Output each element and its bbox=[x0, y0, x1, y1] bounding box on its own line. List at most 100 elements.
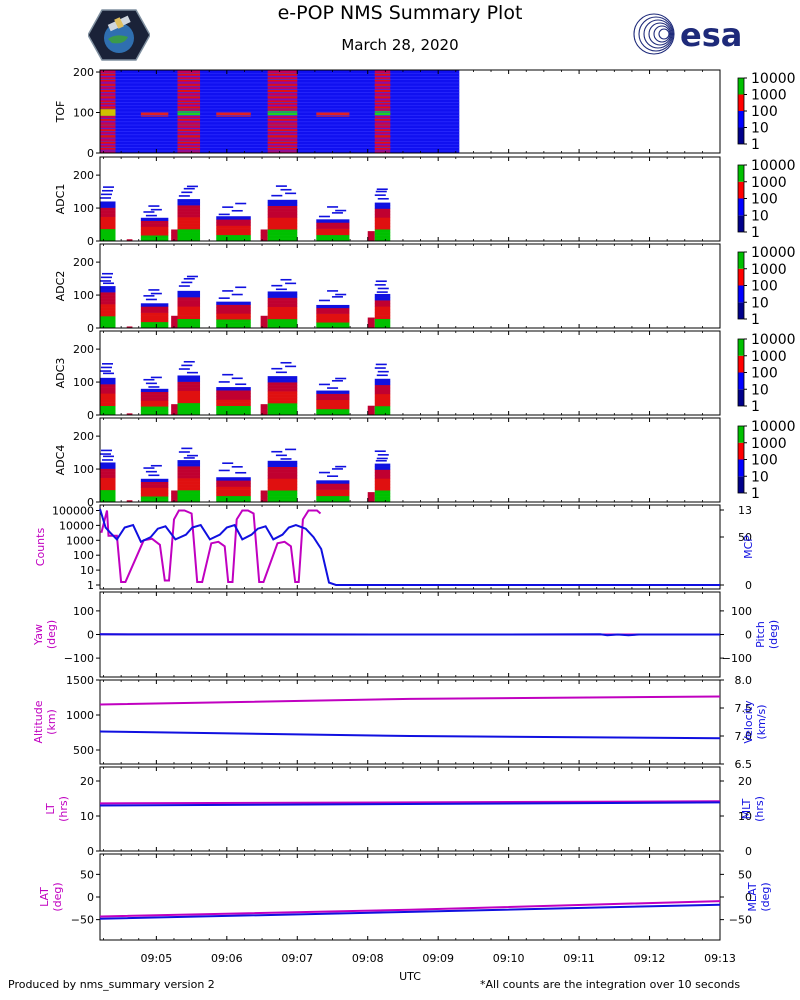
colorbar-segment bbox=[738, 165, 744, 182]
adc-burst-cell bbox=[100, 225, 116, 230]
adc-burst-cell bbox=[374, 396, 391, 401]
adc-burst-cell bbox=[177, 202, 201, 206]
counts-y-tick-label: 1 bbox=[87, 579, 94, 592]
mlat-y-tick-label: 0 bbox=[745, 891, 752, 904]
adc-burst-cell bbox=[177, 223, 201, 227]
adc-burst-cell bbox=[267, 409, 298, 413]
adc-burst-cell bbox=[316, 390, 350, 394]
adc-burst-cell bbox=[100, 465, 116, 469]
adc-count-dash bbox=[285, 282, 297, 285]
altitude-y-tick-label: 500 bbox=[73, 744, 94, 757]
adc2-panel-frame bbox=[99, 243, 721, 329]
adc-burst-cell bbox=[374, 315, 391, 320]
adc-burst-cell bbox=[177, 229, 201, 233]
adc-burst-cell bbox=[100, 462, 116, 466]
footer-integration-note: *All counts are the integration over 10 … bbox=[480, 978, 741, 991]
adc-burst-cell bbox=[316, 483, 350, 487]
adc-burst-cell bbox=[374, 475, 391, 479]
mlat-line bbox=[99, 903, 721, 920]
esa-logo: esa bbox=[633, 13, 742, 55]
adc-burst-cell bbox=[216, 495, 251, 500]
tof-burst-peak bbox=[267, 110, 298, 116]
adc-burst-cell bbox=[374, 384, 391, 389]
adc-burst-cell bbox=[374, 226, 391, 230]
adc-count-dash bbox=[377, 197, 389, 200]
adc-burst-cell bbox=[216, 408, 251, 413]
adc-burst-cell bbox=[171, 404, 178, 408]
adc-burst-cell bbox=[267, 226, 298, 230]
tof-burst-band bbox=[374, 118, 391, 121]
adc-burst-cell bbox=[260, 238, 268, 242]
adc-burst-cell bbox=[171, 496, 178, 500]
adc-burst-cell bbox=[100, 468, 116, 472]
velocity-ylabel-unit: (km/s) bbox=[755, 704, 768, 739]
adc3-ylabel-group: ADC3 bbox=[54, 358, 67, 389]
adc-burst-cell bbox=[100, 210, 116, 214]
adc-burst-cell bbox=[126, 326, 133, 328]
adc-burst-cell bbox=[177, 238, 201, 242]
adc-burst-cell bbox=[267, 306, 298, 311]
adc-burst-cell bbox=[367, 492, 375, 496]
adc-burst-cell bbox=[216, 402, 251, 406]
adc-burst-cell bbox=[216, 231, 251, 236]
adc-burst-cell bbox=[177, 463, 201, 467]
adc-burst-cell bbox=[260, 318, 268, 323]
pitch-y-tick-label: −100 bbox=[722, 652, 752, 665]
adc-burst-cell bbox=[100, 316, 116, 320]
tof-burst-band bbox=[177, 72, 201, 76]
adc1-panel-frame bbox=[99, 156, 721, 242]
adc-burst-cell bbox=[140, 499, 169, 503]
adc-burst-cell bbox=[374, 306, 391, 310]
adc-burst-cell bbox=[171, 490, 178, 494]
adc-burst-cell bbox=[267, 297, 298, 301]
adc-count-dash bbox=[318, 471, 330, 474]
adc-count-dash bbox=[374, 450, 386, 453]
adc-burst-cell bbox=[374, 229, 391, 233]
adc-burst-cell bbox=[374, 499, 391, 503]
adc1-y-tick-label: 100 bbox=[73, 202, 94, 215]
lt-ylabel-group: LT (hrs) bbox=[44, 796, 70, 822]
adc-burst-cell bbox=[267, 406, 298, 410]
tof-burst-band bbox=[177, 118, 201, 121]
adc-burst-cell bbox=[267, 376, 298, 380]
mlt-y-tick-label: 0 bbox=[745, 845, 752, 858]
adc-burst-cell bbox=[374, 466, 391, 470]
adc-burst-cell bbox=[316, 408, 350, 413]
adc4-ylabel-group: ADC4 bbox=[54, 445, 67, 476]
adc-burst-cell bbox=[100, 213, 116, 217]
adc-burst-cell bbox=[216, 319, 251, 323]
adc-burst-cell bbox=[267, 315, 298, 320]
adc-burst-cell bbox=[267, 321, 298, 326]
adc-burst-cell bbox=[140, 235, 169, 239]
tof-burst-band bbox=[374, 72, 391, 76]
yaw-ylabel-group: Yaw (deg) bbox=[32, 620, 58, 649]
tof-burst-band bbox=[100, 118, 116, 121]
adc4-ylabel: ADC4 bbox=[54, 445, 67, 476]
colorbar-label: 10000 bbox=[751, 332, 796, 348]
tof-burst-band bbox=[100, 72, 116, 76]
adc2-ylabel-group: ADC2 bbox=[54, 271, 67, 302]
adc4-panel-frame bbox=[99, 417, 721, 503]
adc-burst-cell bbox=[100, 486, 116, 491]
colorbar-label: 100 bbox=[751, 366, 778, 382]
pitch-line bbox=[99, 633, 720, 637]
adc-count-dash bbox=[186, 275, 198, 278]
adc-burst-cell bbox=[316, 310, 350, 314]
adc-count-dash bbox=[102, 363, 113, 365]
tof-peak-band bbox=[100, 109, 116, 116]
adc-burst-cell bbox=[100, 477, 116, 482]
adc-count-dash bbox=[374, 367, 386, 369]
adc-burst-cell bbox=[316, 219, 350, 223]
velocity-y-tick-label: 7.5 bbox=[735, 702, 753, 715]
lat-line bbox=[99, 900, 721, 918]
adc-burst-cell bbox=[100, 384, 116, 388]
adc-burst-cell bbox=[100, 322, 116, 326]
adc-burst-cell bbox=[171, 232, 178, 236]
adc-burst-cell bbox=[267, 208, 298, 212]
plot-date: March 28, 2020 bbox=[341, 36, 459, 54]
adc-count-dash bbox=[335, 377, 347, 380]
lat-y-tick-label: 50 bbox=[80, 868, 94, 881]
tof-burst-band bbox=[374, 95, 391, 98]
adc-burst-cell bbox=[100, 380, 116, 385]
tof-y-tick-label: 100 bbox=[73, 107, 94, 120]
